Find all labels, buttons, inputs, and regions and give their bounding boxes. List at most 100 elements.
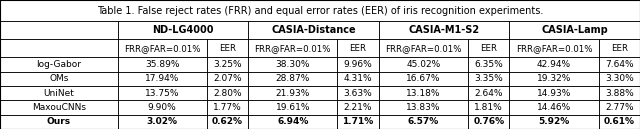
Bar: [468, 57, 509, 72]
Bar: [0, 57, 118, 72]
Text: CASIA-Lamp: CASIA-Lamp: [541, 25, 608, 35]
Text: 21.93%: 21.93%: [276, 89, 310, 98]
Bar: [509, 72, 598, 86]
Bar: [0, 39, 118, 57]
Bar: [598, 86, 640, 100]
Text: 3.30%: 3.30%: [605, 74, 634, 83]
Bar: [118, 115, 207, 129]
Text: 6.94%: 6.94%: [277, 117, 308, 126]
Text: FRR@FAR=0.01%: FRR@FAR=0.01%: [255, 44, 331, 53]
Text: 42.94%: 42.94%: [537, 60, 571, 69]
Text: 16.67%: 16.67%: [406, 74, 441, 83]
Text: 5.92%: 5.92%: [538, 117, 570, 126]
Text: 3.88%: 3.88%: [605, 89, 634, 98]
Bar: [118, 72, 207, 86]
Text: 17.94%: 17.94%: [145, 74, 179, 83]
Bar: [248, 57, 337, 72]
Bar: [509, 86, 598, 100]
Text: FRR@FAR=0.01%: FRR@FAR=0.01%: [385, 44, 461, 53]
Text: 2.64%: 2.64%: [474, 89, 503, 98]
Bar: [118, 57, 207, 72]
Text: 45.02%: 45.02%: [406, 60, 440, 69]
Bar: [118, 100, 207, 115]
Text: 1.77%: 1.77%: [213, 103, 242, 112]
Bar: [379, 39, 468, 57]
Text: EER: EER: [349, 44, 367, 53]
Bar: [337, 72, 379, 86]
Text: 35.89%: 35.89%: [145, 60, 179, 69]
Text: 1.71%: 1.71%: [342, 117, 374, 126]
Bar: [0, 86, 118, 100]
Bar: [379, 86, 468, 100]
Text: Ours: Ours: [47, 117, 71, 126]
Text: OMs: OMs: [49, 74, 68, 83]
Bar: [379, 57, 468, 72]
Text: Table 1. False reject rates (FRR) and equal error rates (EER) of iris recognitio: Table 1. False reject rates (FRR) and eq…: [97, 6, 543, 16]
Bar: [207, 100, 248, 115]
Text: 0.61%: 0.61%: [604, 117, 635, 126]
Bar: [509, 57, 598, 72]
Bar: [379, 72, 468, 86]
Bar: [0, 72, 118, 86]
Bar: [118, 86, 207, 100]
Bar: [248, 72, 337, 86]
Bar: [598, 115, 640, 129]
Text: UniNet: UniNet: [44, 89, 74, 98]
Text: 2.77%: 2.77%: [605, 103, 634, 112]
Text: 3.02%: 3.02%: [147, 117, 178, 126]
Text: FRR@FAR=0.01%: FRR@FAR=0.01%: [516, 44, 592, 53]
Text: 0.62%: 0.62%: [212, 117, 243, 126]
Text: 38.30%: 38.30%: [276, 60, 310, 69]
Bar: [337, 100, 379, 115]
Text: EER: EER: [611, 44, 628, 53]
Text: CASIA-M1-S2: CASIA-M1-S2: [408, 25, 479, 35]
Bar: [598, 100, 640, 115]
Bar: [509, 115, 598, 129]
Bar: [337, 39, 379, 57]
Text: 3.63%: 3.63%: [344, 89, 372, 98]
Text: ND-LG4000: ND-LG4000: [152, 25, 214, 35]
Bar: [248, 39, 337, 57]
Bar: [468, 100, 509, 115]
Text: 13.83%: 13.83%: [406, 103, 441, 112]
Bar: [0, 21, 118, 39]
Text: 14.46%: 14.46%: [537, 103, 571, 112]
Text: 14.93%: 14.93%: [537, 89, 572, 98]
Bar: [468, 39, 509, 57]
Text: 1.81%: 1.81%: [474, 103, 503, 112]
Text: 3.25%: 3.25%: [213, 60, 242, 69]
Bar: [248, 115, 337, 129]
Text: 2.80%: 2.80%: [213, 89, 242, 98]
Bar: [248, 21, 379, 39]
Bar: [118, 21, 248, 39]
Text: FRR@FAR=0.01%: FRR@FAR=0.01%: [124, 44, 200, 53]
Bar: [468, 86, 509, 100]
Text: EER: EER: [219, 44, 236, 53]
Bar: [379, 115, 468, 129]
Bar: [248, 86, 337, 100]
Bar: [0, 115, 118, 129]
Bar: [468, 115, 509, 129]
Text: 0.76%: 0.76%: [473, 117, 504, 126]
Bar: [337, 86, 379, 100]
Text: 19.32%: 19.32%: [537, 74, 572, 83]
Text: 19.61%: 19.61%: [276, 103, 310, 112]
Text: 7.64%: 7.64%: [605, 60, 634, 69]
Text: log-Gabor: log-Gabor: [36, 60, 81, 69]
Bar: [248, 100, 337, 115]
Text: 6.57%: 6.57%: [408, 117, 439, 126]
Text: MaxouCNNs: MaxouCNNs: [32, 103, 86, 112]
Bar: [598, 72, 640, 86]
Bar: [468, 72, 509, 86]
Text: 6.35%: 6.35%: [474, 60, 503, 69]
Bar: [509, 21, 640, 39]
Bar: [379, 100, 468, 115]
Text: 9.90%: 9.90%: [148, 103, 177, 112]
Text: 4.31%: 4.31%: [344, 74, 372, 83]
Bar: [207, 57, 248, 72]
Bar: [0, 0, 640, 21]
Text: CASIA-Distance: CASIA-Distance: [271, 25, 356, 35]
Text: 9.96%: 9.96%: [344, 60, 372, 69]
Bar: [337, 57, 379, 72]
Text: 13.18%: 13.18%: [406, 89, 441, 98]
